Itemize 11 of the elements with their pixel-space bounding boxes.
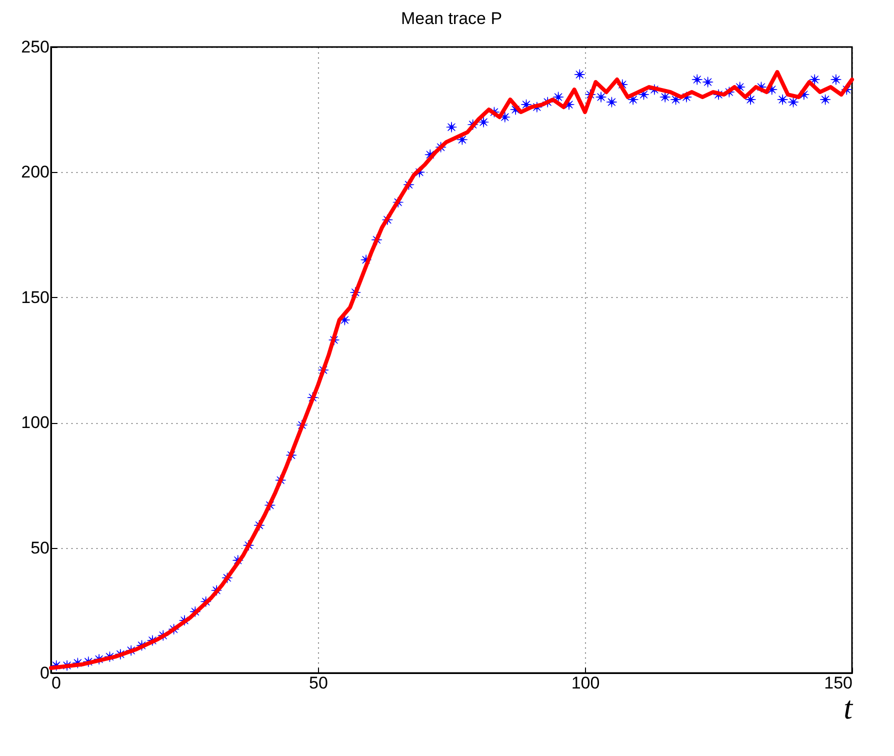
y-tick-label: 50 xyxy=(30,538,50,558)
y-tick-label: 250 xyxy=(21,38,50,56)
x-tick-label: 50 xyxy=(309,674,328,692)
x-axis-title: t xyxy=(844,690,854,726)
x-tick-label: 0 xyxy=(52,674,61,692)
x-tick-label: 150 xyxy=(824,674,852,692)
y-tick-label: 150 xyxy=(21,288,50,307)
y-tick-label: 100 xyxy=(21,413,50,432)
y-tick-label: 200 xyxy=(21,162,50,182)
x-tick-label: 100 xyxy=(571,674,600,692)
chart-title: Mean trace P xyxy=(400,9,502,28)
